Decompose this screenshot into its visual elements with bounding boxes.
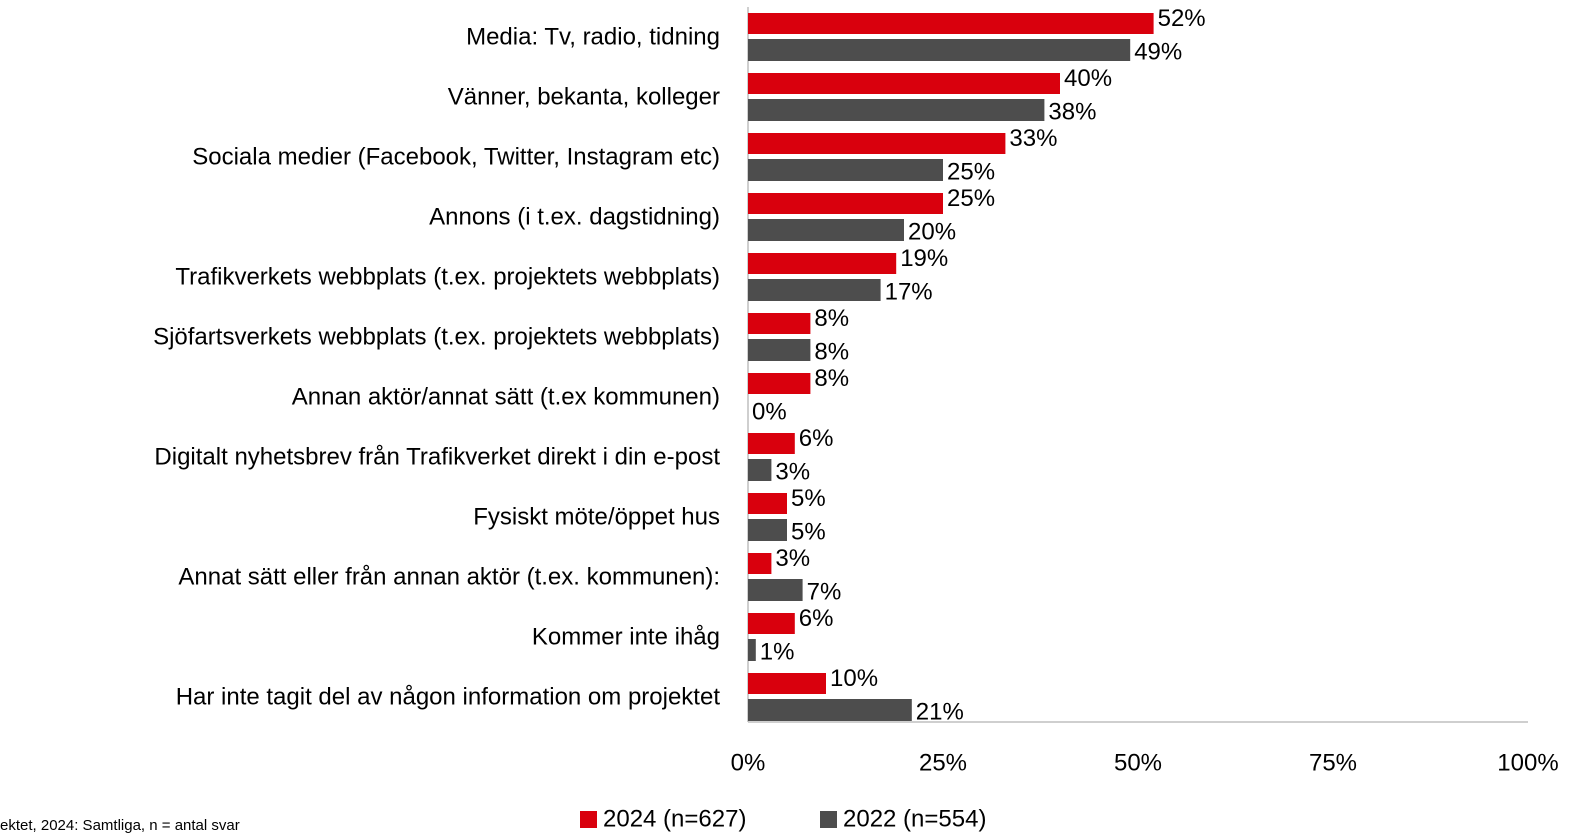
bar [748,253,897,274]
category-label: Sjöfartsverkets webbplats (t.ex. projekt… [153,323,720,350]
value-label: 0% [752,398,787,425]
value-label: 8% [814,305,849,332]
value-label: 20% [908,218,956,245]
value-label: 38% [1048,98,1096,125]
category-label: Annan aktör/annat sätt (t.ex kommunen) [292,383,720,410]
bar [748,193,943,214]
value-label: 5% [791,485,826,512]
value-label: 49% [1134,38,1182,65]
bar [748,639,756,661]
bar [748,133,1006,154]
value-label: 1% [760,638,795,665]
bar [748,699,912,721]
bar [748,673,826,694]
value-label: 21% [916,698,964,725]
bar [748,339,811,361]
x-tick-label: 50% [1114,749,1162,776]
value-label: 5% [791,518,826,545]
value-label: 8% [814,365,849,392]
category-label: Trafikverkets webbplats (t.ex. projektet… [175,263,720,290]
x-tick-label: 75% [1309,749,1357,776]
bar [748,459,772,481]
category-label: Annons (i t.ex. dagstidning) [429,203,720,230]
value-label: 3% [775,545,810,572]
value-label: 7% [807,578,842,605]
category-label: Vänner, bekanta, kolleger [448,83,720,110]
value-label: 3% [775,458,810,485]
category-label: Digitalt nyhetsbrev från Trafikverket di… [154,443,720,470]
bar [748,13,1154,34]
category-label: Sociala medier (Facebook, Twitter, Insta… [192,143,720,170]
category-label: Kommer inte ihåg [532,623,720,650]
value-label: 40% [1064,65,1112,92]
x-tick-label: 100% [1497,749,1558,776]
category-label: Media: Tv, radio, tidning [466,23,720,50]
value-label: 19% [900,245,948,272]
source-note: ektet, 2024: Samtliga, n = antal svar [0,817,240,833]
x-tick-label: 25% [919,749,967,776]
bar [748,553,772,574]
legend-label: 2022 (n=554) [843,805,986,832]
bar [748,73,1060,94]
bar [748,519,787,541]
value-label: 33% [1009,125,1057,152]
bar [748,313,811,334]
bar [748,99,1045,121]
value-label: 25% [947,185,995,212]
category-label: Har inte tagit del av någon information … [176,683,721,710]
bar [748,579,803,601]
value-label: 52% [1158,5,1206,32]
legend-swatch [820,811,837,828]
bar [748,613,795,634]
bar [748,373,811,394]
value-label: 17% [885,278,933,305]
value-label: 8% [814,338,849,365]
bar [748,493,787,514]
bar [748,39,1131,61]
bar [748,159,943,181]
bar [748,433,795,454]
value-label: 6% [799,425,834,452]
x-tick-label: 0% [731,749,766,776]
value-label: 10% [830,665,878,692]
value-label: 25% [947,158,995,185]
legend-label: 2024 (n=627) [603,805,746,832]
bar [748,219,904,241]
bar [748,279,881,301]
category-label: Annat sätt eller från annan aktör (t.ex.… [178,563,720,590]
category-label: Fysiskt möte/öppet hus [473,503,720,530]
legend-swatch [580,811,597,828]
value-label: 6% [799,605,834,632]
